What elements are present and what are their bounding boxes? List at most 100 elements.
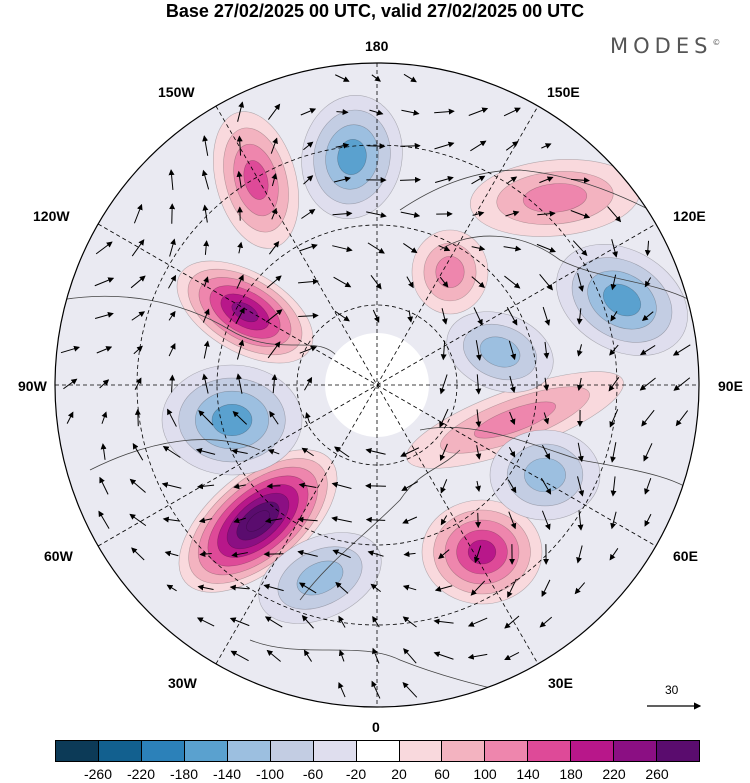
wind-vector [610, 311, 618, 322]
wind-vector [98, 510, 110, 529]
wind-vector [643, 443, 653, 462]
wind-vector [164, 550, 179, 557]
wind-vector [332, 245, 353, 253]
wind-vector [236, 274, 244, 289]
wind-vector [203, 240, 210, 255]
wind-vector [168, 310, 176, 321]
wind-vector [439, 443, 448, 462]
wind-vector [644, 513, 652, 527]
wind-vector [169, 374, 176, 393]
wind-vector [576, 344, 583, 357]
wind-vector [266, 275, 282, 289]
map-title: Base 27/02/2025 00 UTC, valid 27/02/2025… [165, 1, 585, 21]
wind-vector [298, 312, 319, 319]
wind-vector [129, 513, 147, 527]
meridian-line [215, 105, 539, 665]
wind-vector [467, 617, 488, 627]
coastline [439, 235, 691, 301]
wind-vector [539, 273, 554, 291]
brand-name: MODES [610, 34, 713, 58]
wind-vector [168, 274, 177, 289]
wind-vector [541, 444, 551, 460]
wind-vector [264, 517, 283, 524]
wind-vector [367, 242, 385, 254]
wind-vector [334, 310, 350, 322]
wind-vector [371, 74, 381, 82]
wind-vector [407, 310, 414, 323]
wind-vector [268, 241, 280, 255]
wind-vector [403, 73, 417, 83]
wind-vector [66, 411, 74, 424]
wind-vector [537, 210, 556, 217]
anomaly-center [176, 260, 314, 364]
wind-vector [233, 517, 246, 524]
wind-vector [441, 308, 448, 325]
colorbar [55, 740, 700, 762]
wind-vector [199, 551, 212, 558]
wind-vector [196, 617, 215, 627]
wind-vector [403, 551, 416, 558]
wind-vector [134, 408, 141, 427]
wind-vector [543, 377, 550, 392]
colorbar-segment [269, 741, 313, 761]
wind-vector [237, 241, 244, 254]
wind-vector [401, 109, 420, 116]
wind-vector [303, 649, 312, 662]
wind-vector [95, 241, 113, 255]
wind-vector [639, 345, 656, 356]
wind-vector [168, 169, 175, 190]
wind-vector [400, 211, 421, 218]
wind-vector [372, 647, 380, 664]
wind-vector [333, 276, 352, 288]
wind-vector [372, 309, 380, 323]
wind-vector [305, 412, 311, 424]
wind-vector [298, 582, 317, 594]
colorbar-tick-label: -140 [212, 766, 242, 782]
wind-vector [673, 377, 691, 391]
wind-vector [203, 276, 209, 287]
wind-vector [507, 176, 518, 184]
wind-vector [402, 616, 417, 628]
wind-vector [195, 447, 216, 455]
anomaly-center [161, 364, 303, 476]
wind-vector [577, 510, 584, 531]
wind-vector [303, 175, 314, 185]
colorbar-tick-label: -100 [255, 766, 285, 782]
wind-vector [543, 341, 550, 359]
wind-vector [236, 373, 243, 394]
wind-vector [101, 411, 108, 424]
wind-vector [402, 516, 418, 524]
colorbar-tick-label: 100 [473, 766, 497, 782]
wind-vector [338, 649, 345, 662]
wind-vector [271, 374, 278, 394]
wind-vector [440, 479, 448, 494]
wind-vector [299, 345, 318, 354]
colorbar-segment [97, 741, 141, 761]
colorbar-tick-label: 220 [602, 766, 626, 782]
wind-vector [541, 579, 551, 598]
wind-vector [505, 141, 519, 151]
wind-vector [402, 584, 417, 591]
wind-vector [369, 109, 384, 116]
wind-vector [271, 172, 278, 187]
wind-vector [202, 373, 209, 394]
wind-vector [266, 483, 281, 490]
wind-vector [301, 208, 316, 219]
wind-vector [134, 377, 142, 390]
wind-vector [131, 311, 146, 321]
wind-vector [300, 108, 317, 116]
wind-vector [331, 516, 352, 523]
coastline [59, 295, 341, 361]
wind-vector [372, 616, 380, 628]
wind-vector [297, 549, 318, 557]
wind-vector [475, 445, 482, 460]
wind-vector [475, 340, 482, 361]
anomaly-center [178, 449, 338, 593]
wind-vector [370, 583, 381, 593]
wind-vector [162, 516, 181, 523]
wind-vector [611, 239, 618, 258]
wind-vector [303, 141, 314, 151]
wind-vector [435, 175, 454, 184]
wind-vector [644, 240, 651, 257]
wind-vector [608, 377, 620, 392]
